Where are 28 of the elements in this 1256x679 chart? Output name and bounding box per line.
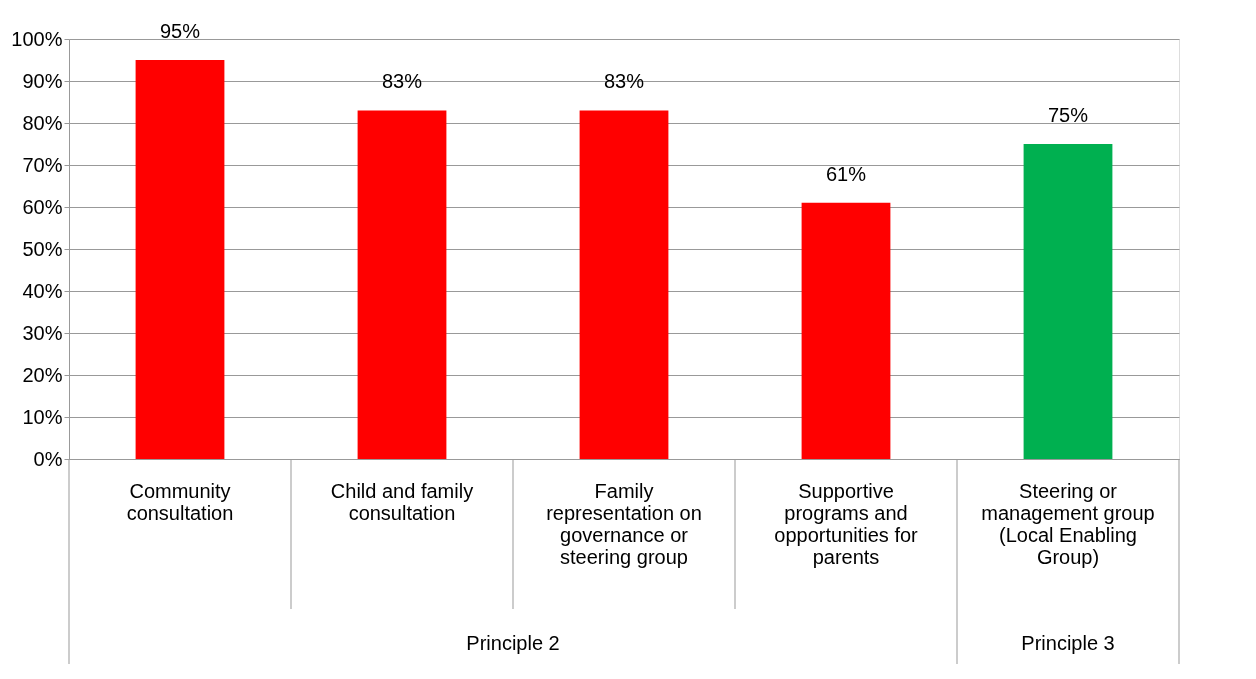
data-label: 83% (603, 70, 645, 93)
bar (357, 110, 447, 459)
data-label: 75% (1047, 104, 1089, 126)
bar (135, 60, 225, 459)
data-label: 83% (381, 70, 423, 93)
y-tick-label: 0% (33, 447, 63, 470)
x-tick-label: Supportive programs and opportunities for parents (774, 479, 919, 568)
text: Principle 2 (466, 632, 560, 654)
y-tick-label: 20% (22, 363, 63, 386)
y-tick-label: 30% (22, 321, 63, 344)
y-tick-label: 40% (22, 279, 63, 302)
x-tick-label: Steering or management group (Local Enabling Group) (981, 479, 1155, 568)
y-tick-label: 80% (22, 111, 63, 134)
y-tick-label: 100% (11, 27, 63, 50)
y-tick-label: 10% (22, 405, 63, 428)
bar (1023, 144, 1113, 459)
data-label: 61% (825, 162, 867, 185)
y-tick-label: 60% (22, 195, 63, 218)
data-label: 95% (159, 20, 201, 42)
bar (801, 202, 891, 459)
bar (579, 110, 669, 459)
x-tick-label: Child and family consultation (330, 479, 474, 524)
x-tick-label: Community consultation (126, 479, 234, 524)
text: Principle 3 (1021, 632, 1115, 654)
x-tick-label: Family representation on governance or steering group (546, 479, 702, 568)
y-tick-label: 70% (22, 153, 63, 176)
y-tick-label: 90% (22, 69, 63, 92)
y-tick-label: 50% (22, 237, 63, 260)
